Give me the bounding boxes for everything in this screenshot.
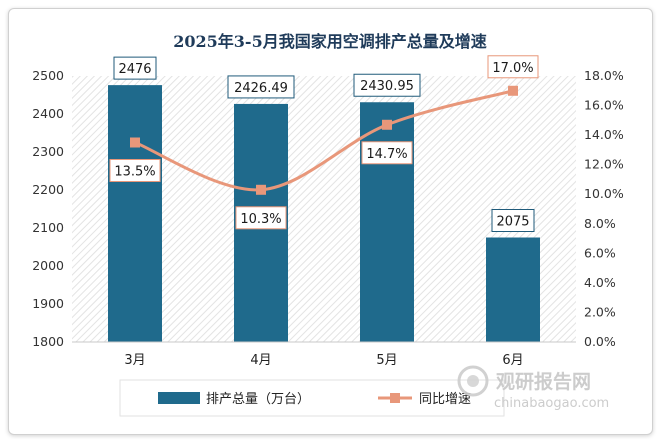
watermark: 观研报告网 chinabaogao.com <box>457 365 609 411</box>
growth-value-label: 14.7% <box>366 147 407 162</box>
legend-swatch-marker <box>390 393 400 403</box>
category-labels: 3月 4月 5月 6月 <box>124 353 523 368</box>
left-tick-label: 2000 <box>32 258 64 273</box>
left-tick-label: 1800 <box>32 334 64 349</box>
bar-value-label: 2426.49 <box>234 81 288 96</box>
watermark-brand: 观研报告网 <box>496 370 591 393</box>
growth-value-label: 10.3% <box>240 212 281 227</box>
growth-point <box>508 85 518 96</box>
bar-value-label-box <box>353 73 421 97</box>
left-tick-label: 2400 <box>32 106 64 121</box>
growth-point <box>130 137 140 148</box>
watermark-logo-icon <box>457 365 489 397</box>
left-tick-label: 1900 <box>32 296 64 311</box>
category-label: 3月 <box>124 353 145 368</box>
bar <box>108 85 162 343</box>
growth-line-series <box>130 85 518 195</box>
right-tick-label: 2.0% <box>584 304 616 319</box>
legend: 排产总量（万台） 同比增速 <box>119 379 505 417</box>
growth-point <box>256 184 266 195</box>
growth-value-label-box <box>487 55 539 79</box>
right-tick-label: 4.0% <box>584 275 616 290</box>
right-tick-label: 16.0% <box>584 98 624 113</box>
growth-value-label: 13.5% <box>114 165 155 180</box>
right-tick-label: 0.0% <box>584 334 616 349</box>
growth-point <box>382 119 392 130</box>
watermark-logo-dot-icon <box>467 375 479 387</box>
bar-value-label: 2075 <box>496 215 529 230</box>
bar-value-label-box <box>227 75 295 99</box>
right-tick-label: 10.0% <box>584 186 624 201</box>
left-axis-ticks: 1800 1900 2000 2100 2200 2300 2400 2500 <box>32 68 64 349</box>
left-tick-label: 2200 <box>32 182 64 197</box>
growth-value-label: 17.0% <box>492 61 533 76</box>
data-labels: 2476 2426.49 2430.95 2075 13.5% 10.3% 14.7% 17.… <box>109 55 539 232</box>
bar <box>486 237 540 342</box>
watermark-site: chinabaogao.com <box>494 396 609 411</box>
legend-label-line: 同比增速 <box>419 392 471 407</box>
legend-swatch-bar <box>158 392 200 404</box>
growth-value-label-box <box>235 206 287 230</box>
growth-line <box>134 89 514 192</box>
category-label: 4月 <box>250 353 271 368</box>
bar-value-label-box <box>491 209 535 232</box>
right-tick-label: 8.0% <box>584 216 616 231</box>
bar-value-label: 2430.95 <box>360 79 414 94</box>
growth-value-label-box <box>109 159 161 182</box>
bar <box>360 102 414 342</box>
legend-label-bar: 排产总量（万台） <box>206 392 310 407</box>
left-tick-label: 2100 <box>32 220 64 235</box>
right-tick-label: 12.0% <box>584 157 624 172</box>
left-tick-label: 2500 <box>32 68 64 83</box>
bar-value-label-box <box>113 56 157 80</box>
left-tick-label: 2300 <box>32 144 64 159</box>
right-axis-ticks: 0.0% 2.0% 4.0% 6.0% 8.0% 10.0% 12.0% 14.0% 16.0%… <box>584 68 624 349</box>
chart-title: 2025年3-5月我国家用空调排产总量及增速 <box>173 32 486 51</box>
right-tick-label: 18.0% <box>584 68 624 83</box>
category-label: 5月 <box>376 353 397 368</box>
right-tick-label: 14.0% <box>584 127 624 142</box>
right-tick-label: 6.0% <box>584 245 616 260</box>
bar-value-label: 2476 <box>118 62 151 77</box>
growth-value-label-box <box>361 141 413 165</box>
category-label: 6月 <box>502 353 523 368</box>
